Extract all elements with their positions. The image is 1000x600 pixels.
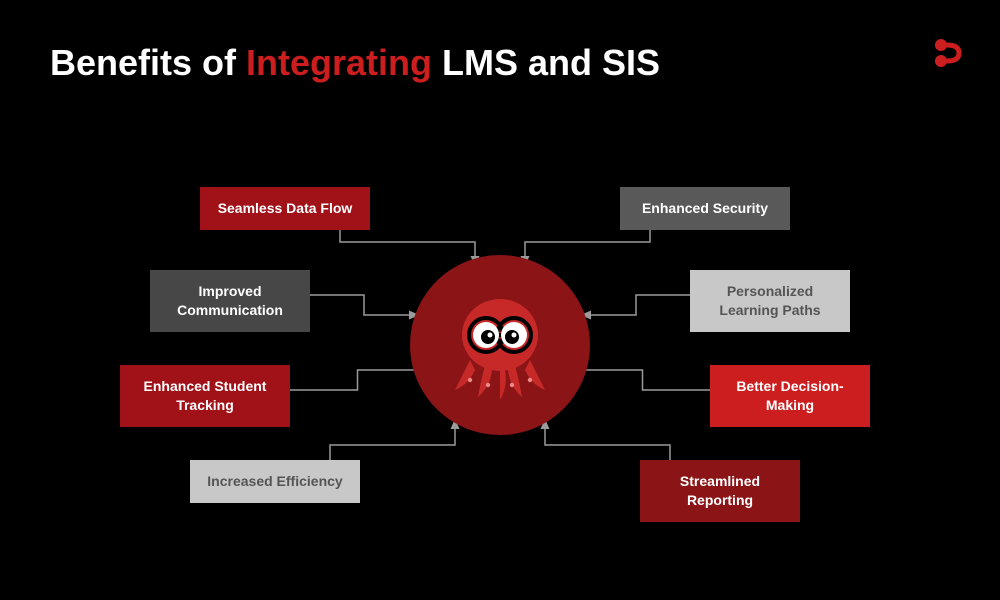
benefit-box: Increased Efficiency <box>190 460 360 503</box>
benefit-label: Personalized Learning Paths <box>706 282 834 320</box>
benefit-box: Personalized Learning Paths <box>690 270 850 332</box>
title-post: LMS and SIS <box>432 42 660 83</box>
page-title: Benefits of Integrating LMS and SIS <box>50 40 660 85</box>
brand-logo-icon <box>929 35 965 71</box>
title-pre: Benefits of <box>50 42 246 83</box>
benefit-box: Better Decision-Making <box>710 365 870 427</box>
benefit-box: Enhanced Student Tracking <box>120 365 290 427</box>
benefit-box: Seamless Data Flow <box>200 187 370 230</box>
title-accent: Integrating <box>246 42 432 83</box>
benefit-label: Seamless Data Flow <box>218 199 353 218</box>
octopus-mascot-icon <box>440 285 560 405</box>
benefit-label: Increased Efficiency <box>207 472 342 491</box>
center-hub <box>410 255 590 435</box>
benefit-label: Better Decision-Making <box>726 377 854 415</box>
benefit-label: Streamlined Reporting <box>656 472 784 510</box>
benefit-label: Enhanced Security <box>642 199 768 218</box>
benefit-box: Enhanced Security <box>620 187 790 230</box>
benefit-box: Streamlined Reporting <box>640 460 800 522</box>
benefit-label: Improved Communication <box>166 282 294 320</box>
benefit-box: Improved Communication <box>150 270 310 332</box>
benefit-label: Enhanced Student Tracking <box>136 377 274 415</box>
